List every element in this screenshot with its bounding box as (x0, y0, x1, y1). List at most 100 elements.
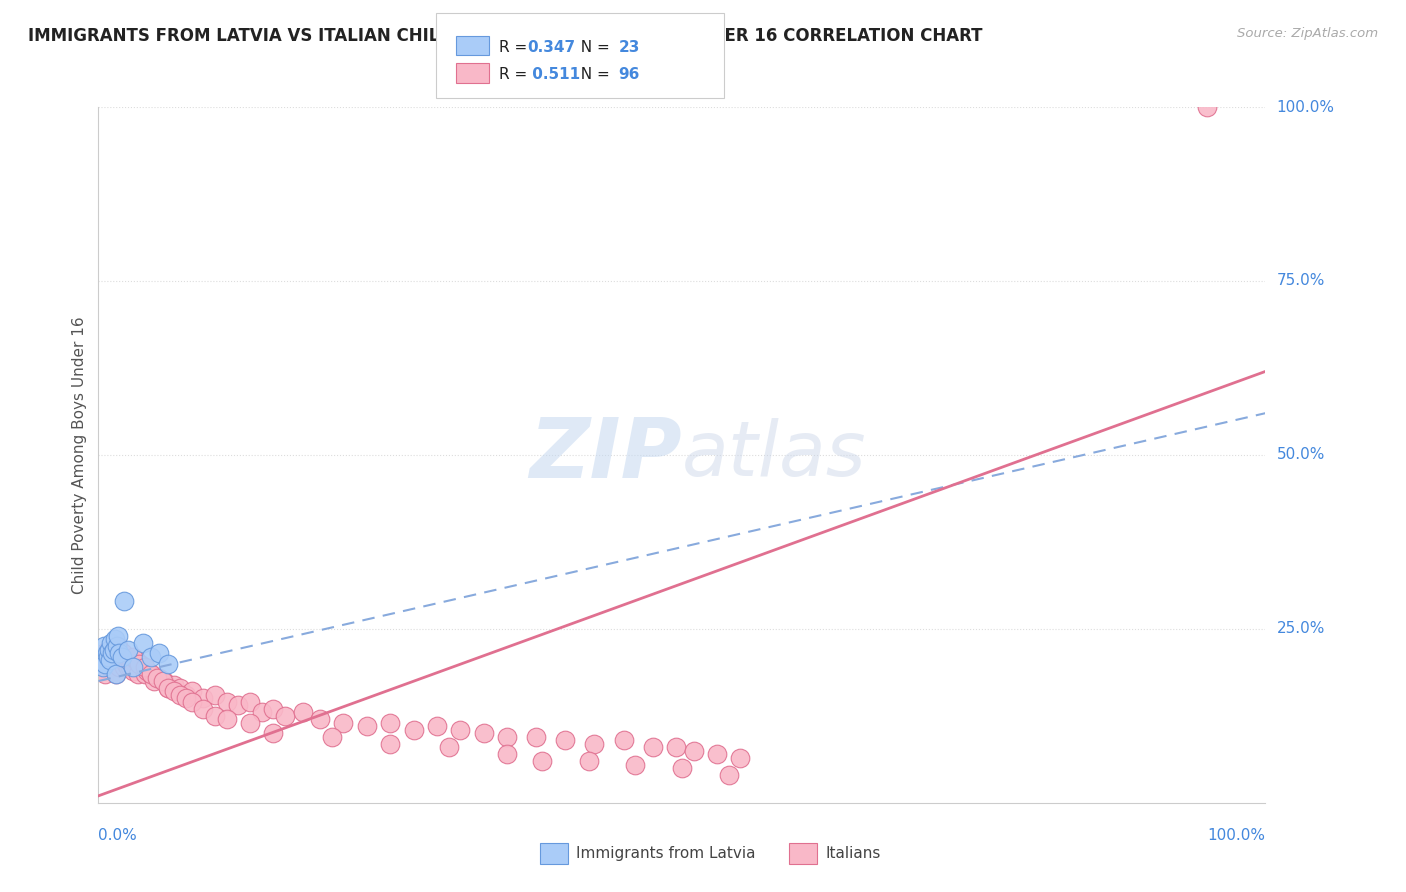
Text: 96: 96 (619, 68, 640, 82)
Point (97, 660, 120, 674)
Point (682, 744, 704, 758)
Point (730, 750, 752, 764)
Point (426, 719, 449, 733)
Point (136, 664, 159, 678)
Point (449, 723, 471, 737)
Y-axis label: Child Poverty Among Boys Under 16: Child Poverty Among Boys Under 16 (72, 316, 87, 594)
Point (152, 674, 174, 689)
Point (117, 642, 139, 657)
Point (122, 660, 145, 674)
Point (228, 698, 250, 713)
Point (101, 646, 124, 660)
Point (143, 674, 166, 689)
Point (472, 726, 495, 740)
Point (583, 737, 606, 751)
Text: 23: 23 (619, 40, 640, 54)
Point (524, 730, 547, 744)
Point (111, 653, 134, 667)
Point (239, 715, 262, 730)
Point (104, 667, 127, 681)
Point (496, 730, 519, 744)
Text: Italians: Italians (825, 847, 880, 861)
Point (91, 660, 114, 674)
Text: 0.0%: 0.0% (98, 828, 138, 843)
Point (107, 629, 129, 643)
Point (157, 681, 180, 695)
Point (152, 674, 174, 689)
Point (110, 649, 132, 664)
Point (103, 642, 125, 657)
Point (120, 653, 142, 667)
Point (94, 657, 117, 671)
Point (578, 754, 600, 768)
Point (204, 688, 226, 702)
Point (96, 646, 118, 660)
Point (437, 740, 460, 755)
Point (180, 684, 202, 698)
Point (215, 695, 238, 709)
Point (1195, 100, 1218, 114)
Point (107, 639, 129, 653)
Point (90, 649, 112, 664)
Point (380, 715, 402, 730)
Point (139, 649, 162, 664)
Point (100, 657, 122, 671)
Text: IMMIGRANTS FROM LATVIA VS ITALIAN CHILD POVERTY AMONG BOYS UNDER 16 CORRELATION : IMMIGRANTS FROM LATVIA VS ITALIAN CHILD … (28, 27, 983, 45)
Point (132, 660, 155, 674)
Point (665, 740, 688, 755)
Point (118, 660, 141, 674)
Point (134, 667, 156, 681)
Point (97, 642, 120, 657)
Point (204, 708, 226, 723)
Text: R =: R = (499, 68, 533, 82)
Point (157, 681, 180, 695)
Text: 100.0%: 100.0% (1208, 828, 1265, 843)
Point (262, 702, 284, 716)
Text: 50.0%: 50.0% (1277, 448, 1324, 462)
Point (274, 708, 297, 723)
Point (93, 646, 115, 660)
Point (356, 719, 378, 733)
Point (93, 639, 115, 653)
Point (118, 653, 141, 667)
Point (108, 660, 131, 674)
Point (215, 712, 238, 726)
Point (239, 695, 262, 709)
Point (148, 646, 170, 660)
Point (111, 649, 134, 664)
Text: N =: N = (571, 68, 614, 82)
Point (163, 677, 186, 691)
Point (98, 646, 121, 660)
Point (174, 688, 197, 702)
Text: Immigrants from Latvia: Immigrants from Latvia (576, 847, 756, 861)
Point (321, 730, 343, 744)
Point (180, 695, 202, 709)
Point (706, 747, 728, 761)
Point (641, 740, 664, 755)
Point (174, 691, 197, 706)
Point (117, 660, 139, 674)
Point (146, 671, 169, 685)
Text: 75.0%: 75.0% (1277, 274, 1324, 288)
Text: atlas: atlas (682, 418, 866, 491)
Point (134, 660, 156, 674)
Point (554, 733, 576, 747)
Point (100, 636, 122, 650)
Point (402, 723, 425, 737)
Point (90, 664, 112, 678)
Text: N =: N = (571, 40, 614, 54)
Point (193, 691, 215, 706)
Point (97, 649, 120, 664)
Point (103, 660, 125, 674)
Point (114, 653, 136, 667)
Text: 0.347: 0.347 (527, 40, 575, 54)
Point (262, 726, 284, 740)
Point (169, 681, 191, 695)
Text: ZIP: ZIP (529, 415, 682, 495)
Text: 100.0%: 100.0% (1277, 100, 1334, 114)
Point (163, 684, 186, 698)
Point (101, 649, 124, 664)
Point (250, 706, 273, 720)
Point (105, 639, 128, 653)
Point (496, 747, 519, 761)
